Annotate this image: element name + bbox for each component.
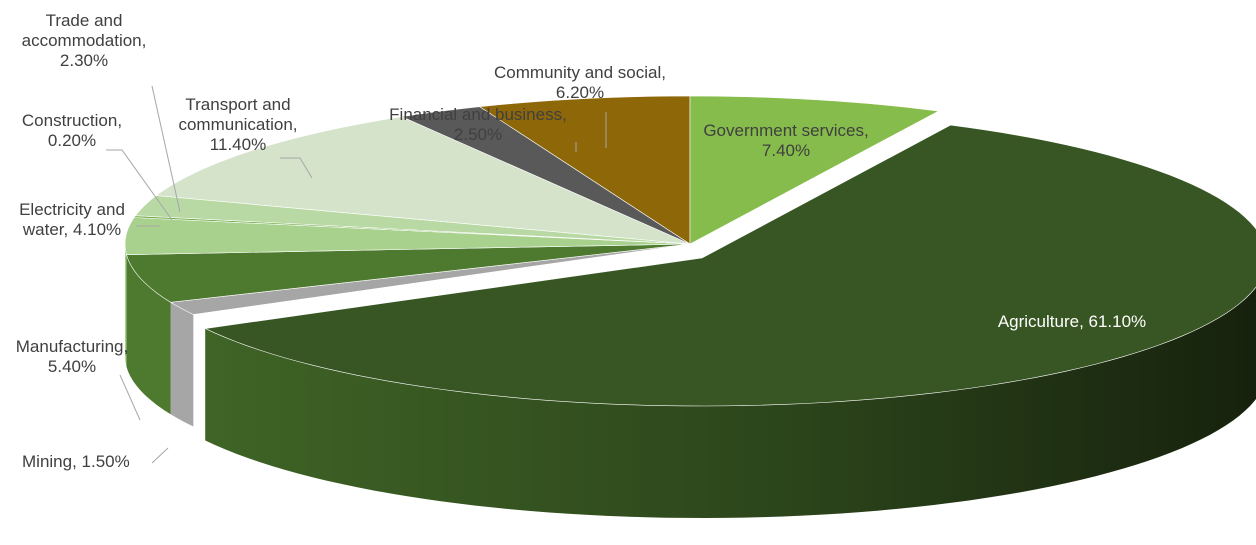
slice-tops <box>124 95 1256 407</box>
label-community-and-social: Community and social, 6.20% <box>494 63 666 102</box>
label-trade-and-accommodation: Trade and accommodation, 2.30% <box>22 11 147 70</box>
slice-agriculture <box>204 124 1256 407</box>
label-transport-and-communication: Transport and communication, 11.40% <box>178 95 297 154</box>
leader-construction <box>106 149 173 221</box>
slice-side-agriculture <box>205 286 1256 518</box>
leader-trade-and-accommodation <box>151 85 181 213</box>
leader-mining <box>151 447 169 464</box>
data-labels: Government services, 7.40% Agriculture, 61… <box>16 11 1146 471</box>
slice-financial-and-business <box>400 106 691 245</box>
label-construction: Construction, 0.20% <box>22 111 122 150</box>
label-government-services: Government services, 7.40% <box>703 121 868 160</box>
leader-lines <box>106 85 607 464</box>
slice-community-and-social <box>478 95 691 245</box>
slice-electricity-and-water <box>124 217 691 255</box>
label-financial-and-business: Financial and business, 2.50% <box>389 105 567 144</box>
leader-manufacturing <box>119 374 141 421</box>
slice-side-electricity-and-water <box>125 244 127 367</box>
slice-government-services <box>689 95 940 245</box>
label-mining: Mining, 1.50% <box>22 452 130 471</box>
label-electricity-and-water: Electricity and water, 4.10% <box>19 200 125 239</box>
slice-transport-and-communication <box>155 116 691 245</box>
slice-manufacturing <box>126 243 691 303</box>
leader-transport-and-communication <box>280 157 313 179</box>
slice-side-manufacturing <box>126 254 171 415</box>
label-manufacturing: Manufacturing, 5.40% <box>16 337 128 376</box>
slice-side-mining <box>170 302 194 427</box>
label-agriculture: Agriculture, 61.10% <box>998 312 1146 331</box>
